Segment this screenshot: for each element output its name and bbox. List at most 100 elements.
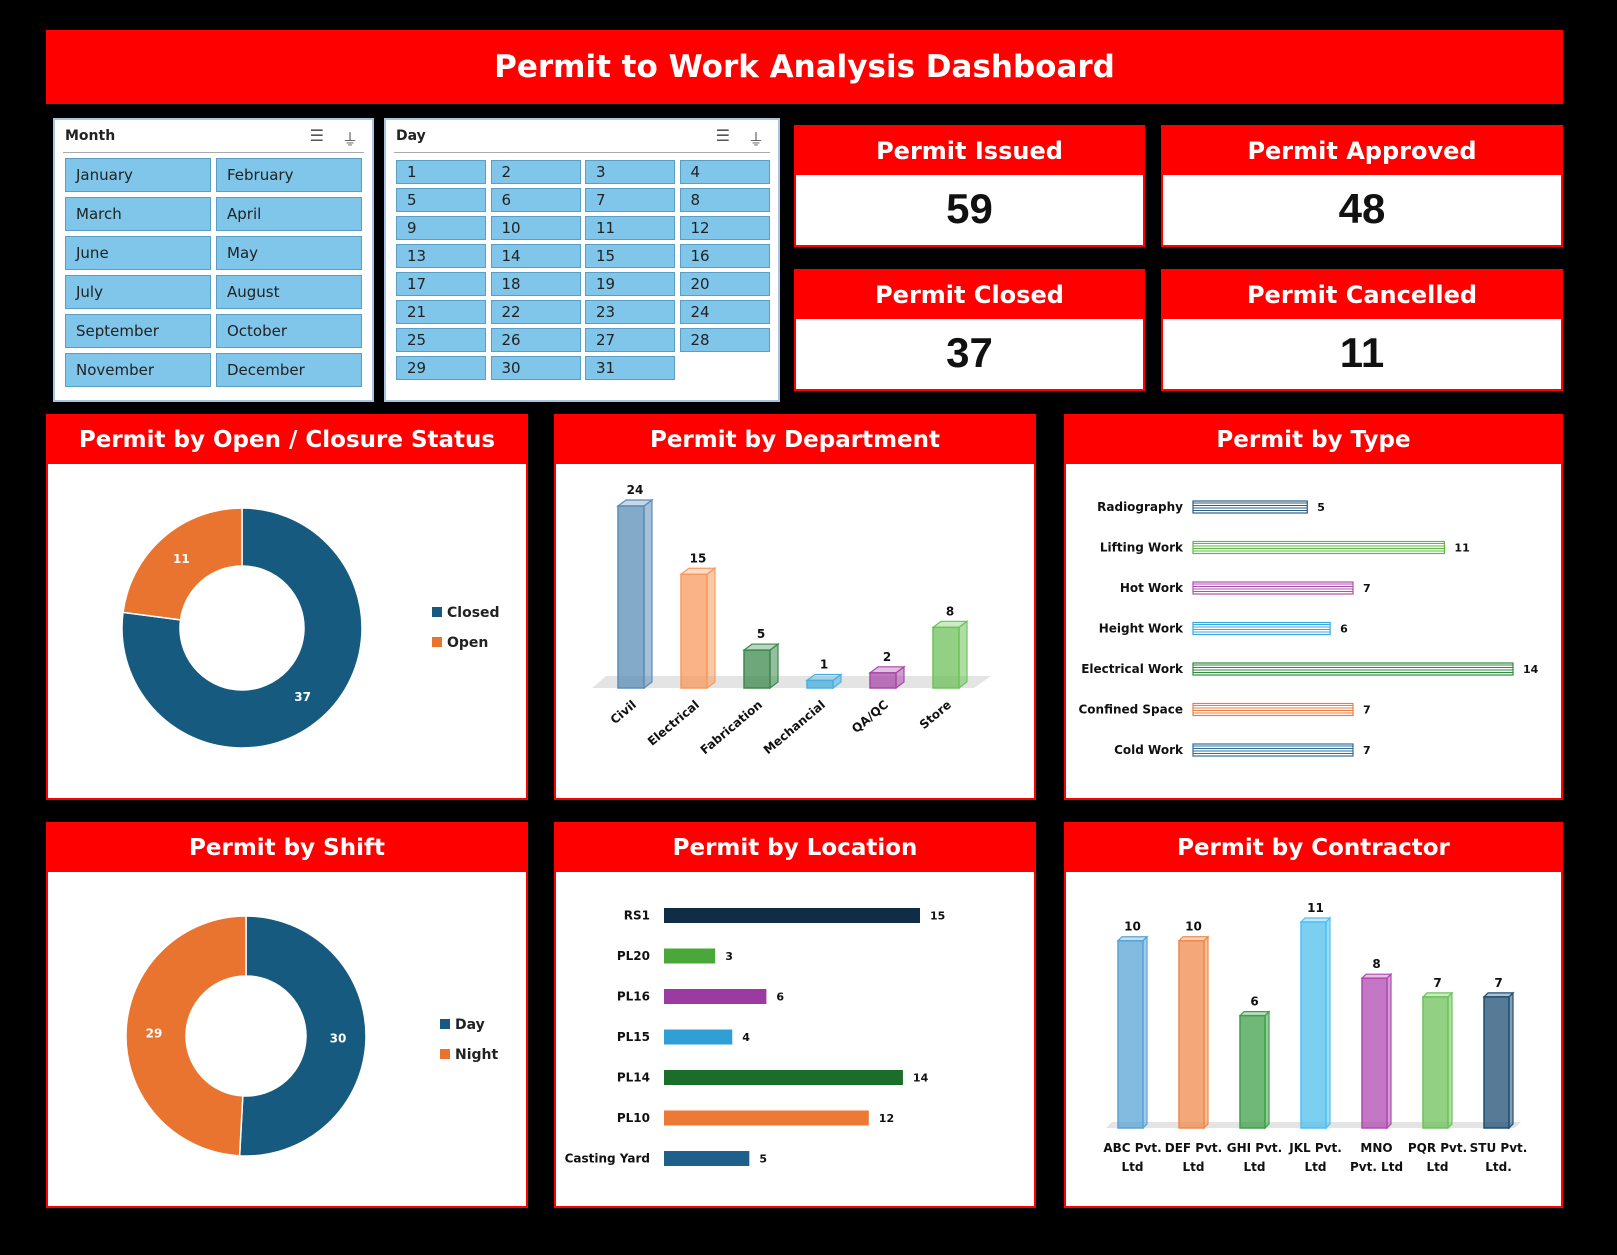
day-button-30[interactable]: 30 [490, 356, 581, 380]
month-button-august[interactable]: August [216, 275, 362, 309]
day-button-20[interactable]: 20 [679, 272, 770, 296]
day-button-3[interactable]: 3 [585, 160, 675, 184]
day-button-9[interactable]: 9 [396, 216, 486, 240]
day-button-15[interactable]: 15 [585, 244, 675, 268]
day-button-2[interactable]: 2 [490, 160, 581, 184]
day-button-18[interactable]: 18 [490, 272, 581, 296]
day-button-24[interactable]: 24 [679, 300, 770, 324]
day-button-23[interactable]: 23 [585, 300, 675, 324]
data-label: 7 [1363, 582, 1371, 595]
day-button-8[interactable]: 8 [679, 188, 770, 212]
data-label: 10 [1185, 920, 1202, 934]
day-button-10[interactable]: 10 [490, 216, 581, 240]
month-slicer: Month ☰ ⏚ January February March April June M… [53, 118, 374, 402]
day-button-4[interactable]: 4 [679, 160, 770, 184]
kpi-value: 11 [1339, 329, 1385, 376]
bar-def-pvt-ltd [1178, 939, 1205, 1129]
clear-filter-icon[interactable]: ⏚ [341, 130, 358, 149]
tick-label-jkl-pvt-ltd-line1: JKL Pvt. [1288, 1141, 1342, 1155]
category-label-pl10: PL10 [617, 1111, 650, 1125]
month-button-february[interactable]: February [216, 158, 362, 192]
data-label: 3 [725, 950, 733, 963]
day-button-29[interactable]: 29 [396, 356, 486, 380]
day-button-26[interactable]: 26 [490, 328, 581, 352]
panel-shift: Permit by Shift 30 29 Day Night [46, 822, 528, 1208]
month-button-october[interactable]: October [216, 314, 362, 348]
department-bar-chart: 24 Civil 15 Electrical 5 Fabrication 1 Mechanci… [592, 483, 991, 757]
bar-rs1 [664, 908, 920, 923]
legend-label-night: Night [455, 1047, 499, 1063]
month-button-december[interactable]: December [216, 353, 362, 387]
month-button-january[interactable]: January [65, 158, 211, 192]
day-button-12[interactable]: 12 [679, 216, 770, 240]
data-label: 8 [1372, 957, 1380, 971]
tick-label-electrical: Electrical [645, 698, 702, 749]
status-donut-chart: 37 11 Closed Open [121, 507, 500, 749]
tick-label-abc-pvt-ltd-line2: Ltd [1122, 1160, 1144, 1174]
panel-title: Permit by Open / Closure Status [48, 416, 526, 464]
dashboard-title: Permit to Work Analysis Dashboard [46, 30, 1563, 104]
legend-label-day: Day [455, 1017, 485, 1033]
kpi-permit-approved: Permit Approved 48 [1161, 125, 1563, 247]
day-button-1[interactable]: 1 [396, 160, 486, 184]
bar-mno-pvt-ltd [1361, 977, 1388, 1129]
panel-type: Permit by Type Radiography 5 Lifting Work 1… [1064, 414, 1563, 800]
day-button-25[interactable]: 25 [396, 328, 486, 352]
bar-qa-qc [869, 672, 897, 689]
clear-filter-icon[interactable]: ⏚ [747, 130, 764, 149]
legend-swatch [440, 1049, 450, 1059]
day-button-5[interactable]: 5 [396, 188, 486, 212]
data-label: 6 [1340, 623, 1348, 636]
shift-donut-chart: 30 29 Day Night [125, 915, 499, 1157]
data-label: 24 [627, 483, 644, 497]
month-button-june[interactable]: June [65, 236, 211, 270]
day-button-14[interactable]: 14 [490, 244, 581, 268]
data-label: 30 [330, 1031, 347, 1045]
panel-title: Permit by Location [556, 824, 1034, 872]
day-button-19[interactable]: 19 [585, 272, 675, 296]
day-button-22[interactable]: 22 [490, 300, 581, 324]
multi-select-icon[interactable]: ☰ [309, 126, 324, 145]
category-label-casting-yard: Casting Yard [565, 1152, 650, 1166]
day-button-27[interactable]: 27 [585, 328, 675, 352]
bar-side-fabrication [769, 642, 779, 690]
location-bar-chart: RS1 15 PL20 3 PL16 6 PL15 4 PL14 14 PL10 12 Casting … [565, 908, 945, 1166]
month-button-march[interactable]: March [65, 197, 211, 231]
tick-label-mno-pvt-ltd-line2: Pvt. Ltd [1350, 1160, 1403, 1174]
bar-pqr-pvt-ltd [1422, 996, 1449, 1129]
tick-label-stu-pvt-ltd-line2: Ltd. [1485, 1160, 1512, 1174]
data-label: 11 [173, 552, 190, 566]
day-button-17[interactable]: 17 [396, 272, 486, 296]
day-button-6[interactable]: 6 [490, 188, 581, 212]
panel-contractor: Permit by Contractor 10 ABC Pvt. Ltd 10 DEF … [1064, 822, 1563, 1208]
bar-fabrication [743, 649, 771, 689]
day-button-31[interactable]: 31 [585, 356, 675, 380]
data-label: 7 [1363, 744, 1371, 757]
month-button-april[interactable]: April [216, 197, 362, 231]
data-label: 7 [1363, 704, 1371, 717]
multi-select-icon[interactable]: ☰ [715, 126, 730, 145]
bar-side-civil [643, 498, 653, 690]
data-label: 5 [759, 1153, 767, 1166]
day-button-7[interactable]: 7 [585, 188, 675, 212]
month-button-september[interactable]: September [65, 314, 211, 348]
data-label: 11 [1454, 542, 1469, 555]
day-button-21[interactable]: 21 [396, 300, 486, 324]
slicer-divider [394, 152, 770, 153]
kpi-permit-closed: Permit Closed 37 [794, 269, 1145, 391]
day-button-11[interactable]: 11 [585, 216, 675, 240]
day-button-13[interactable]: 13 [396, 244, 486, 268]
category-label-lifting-work: Lifting Work [1100, 541, 1184, 555]
day-button-28[interactable]: 28 [679, 328, 770, 352]
data-label: 29 [146, 1027, 163, 1041]
tick-label-def-pvt-ltd-line2: Ltd [1183, 1160, 1205, 1174]
panel-status: Permit by Open / Closure Status 37 11 Clos… [46, 414, 528, 800]
data-label: 6 [1250, 995, 1258, 1009]
data-label: 10 [1124, 920, 1141, 934]
month-slicer-header: Month [65, 128, 116, 144]
month-button-july[interactable]: July [65, 275, 211, 309]
data-label: 4 [742, 1031, 750, 1044]
month-button-november[interactable]: November [65, 353, 211, 387]
day-button-16[interactable]: 16 [679, 244, 770, 268]
month-button-may[interactable]: May [216, 236, 362, 270]
